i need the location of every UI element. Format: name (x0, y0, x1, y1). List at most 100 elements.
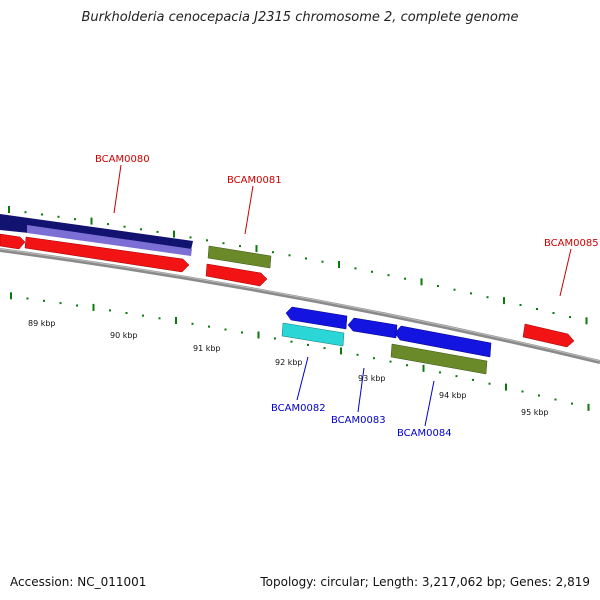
genome-title: Burkholderia cenocepacia J2315 chromosom… (81, 10, 519, 25)
gene-label-bcam0081[interactable]: BCAM0081 (227, 175, 282, 186)
minor-tick (288, 254, 291, 257)
gene-label-bcam0083[interactable]: BCAM0083 (331, 415, 386, 426)
minor-tick (241, 331, 243, 334)
minor-tick (189, 236, 192, 239)
leader-line-bcam0082 (296, 356, 309, 401)
leader-line-bcam0085 (559, 248, 572, 297)
minor-tick (538, 394, 540, 397)
gene-label-bcam0084[interactable]: BCAM0084 (397, 428, 452, 439)
kbp-label: 95 kbp (521, 408, 549, 417)
major-tick (175, 317, 177, 324)
minor-tick (387, 274, 390, 277)
major-tick (338, 261, 340, 268)
minor-tick (76, 304, 78, 307)
minor-tick (26, 297, 29, 300)
minor-tick (222, 242, 225, 245)
gene-feature-bcam0080[interactable] (24, 236, 190, 273)
kbp-label: 94 kbp (439, 391, 467, 400)
outer-tick-ring (8, 206, 588, 325)
cds-band-lavender[interactable] (27, 225, 192, 256)
minor-tick (107, 223, 109, 226)
kbp-label: 93 kbp (358, 374, 386, 383)
inner-tick-ring (10, 292, 590, 411)
major-tick (255, 245, 258, 253)
gene-label-bcam0082[interactable]: BCAM0082 (271, 403, 326, 414)
major-tick (92, 303, 95, 311)
minor-tick (239, 245, 241, 248)
minor-tick (439, 371, 441, 374)
gene-label-bcam0085[interactable]: BCAM0085 (544, 238, 599, 249)
gene-feature-bcam0083[interactable] (347, 317, 398, 339)
gene-label-bcam0080[interactable]: BCAM0080 (95, 154, 150, 165)
minor-tick (123, 225, 126, 228)
minor-tick (158, 317, 161, 320)
minor-tick (472, 378, 474, 381)
minor-tick (272, 251, 274, 254)
kbp-label: 92 kbp (275, 358, 303, 367)
major-tick (422, 364, 425, 372)
minor-tick (470, 292, 472, 295)
leader-line-bcam0084 (424, 380, 435, 427)
major-tick (585, 317, 588, 325)
gene-feature-bcam0082-blue[interactable] (285, 306, 348, 330)
minor-tick (554, 398, 557, 401)
minor-tick (569, 316, 571, 319)
minor-tick (74, 218, 76, 221)
gene-feature-bcam0081[interactable] (205, 263, 268, 287)
minor-tick (373, 357, 375, 360)
major-tick (257, 331, 260, 339)
minor-tick (24, 211, 27, 214)
minor-tick (406, 364, 408, 367)
minor-tick (224, 328, 227, 331)
minor-tick (208, 325, 210, 328)
chromosome-backbone (0, 248, 600, 364)
minor-tick (57, 215, 60, 218)
minor-tick (191, 322, 194, 325)
chromosome-backbone-highlight (0, 248, 600, 362)
minor-tick (321, 260, 324, 263)
minor-tick (455, 375, 458, 378)
major-tick (503, 297, 505, 305)
major-tick (8, 206, 10, 213)
accession-text: Accession: NC_011001 (10, 575, 147, 589)
minor-tick (453, 288, 456, 291)
gene-feature-bcam0085[interactable] (522, 323, 575, 348)
minor-tick (552, 312, 555, 314)
major-tick (340, 347, 342, 355)
minor-tick (41, 213, 43, 216)
genome-summary-text: Topology: circular; Length: 3,217,062 bp… (260, 575, 590, 589)
minor-tick (305, 257, 307, 260)
leader-line-bcam0080 (113, 164, 122, 214)
cds-band-navy[interactable] (0, 214, 193, 250)
minor-tick (206, 239, 208, 242)
gene-feature-bcam0084-olive[interactable] (390, 343, 488, 375)
minor-tick (323, 347, 326, 350)
minor-tick (437, 285, 439, 287)
major-tick (10, 292, 12, 300)
minor-tick (274, 337, 276, 340)
major-tick (90, 217, 93, 225)
kbp-label: 91 kbp (193, 344, 221, 353)
minor-tick (43, 299, 45, 302)
minor-tick (142, 314, 144, 317)
minor-tick (140, 228, 142, 231)
minor-tick (371, 270, 373, 273)
gene-feature-bcam0081-olive[interactable] (207, 245, 272, 269)
minor-tick (521, 390, 524, 393)
minor-tick (156, 230, 159, 233)
kbp-label: 89 kbp (28, 319, 56, 328)
gene-feature-bcam0080-left[interactable] (0, 233, 26, 250)
minor-tick (290, 340, 293, 343)
major-tick (173, 230, 175, 238)
minor-tick (354, 267, 357, 270)
minor-tick (389, 360, 392, 363)
gene-feature-bcam0084-blue[interactable] (394, 325, 492, 358)
gene-feature-bcam0082-cyan[interactable] (281, 322, 345, 347)
leader-line-bcam0081 (244, 185, 254, 235)
minor-tick (356, 353, 359, 356)
major-tick (587, 403, 590, 411)
leader-line-bcam0083 (357, 367, 365, 413)
major-tick (505, 383, 507, 391)
minor-tick (59, 302, 62, 305)
